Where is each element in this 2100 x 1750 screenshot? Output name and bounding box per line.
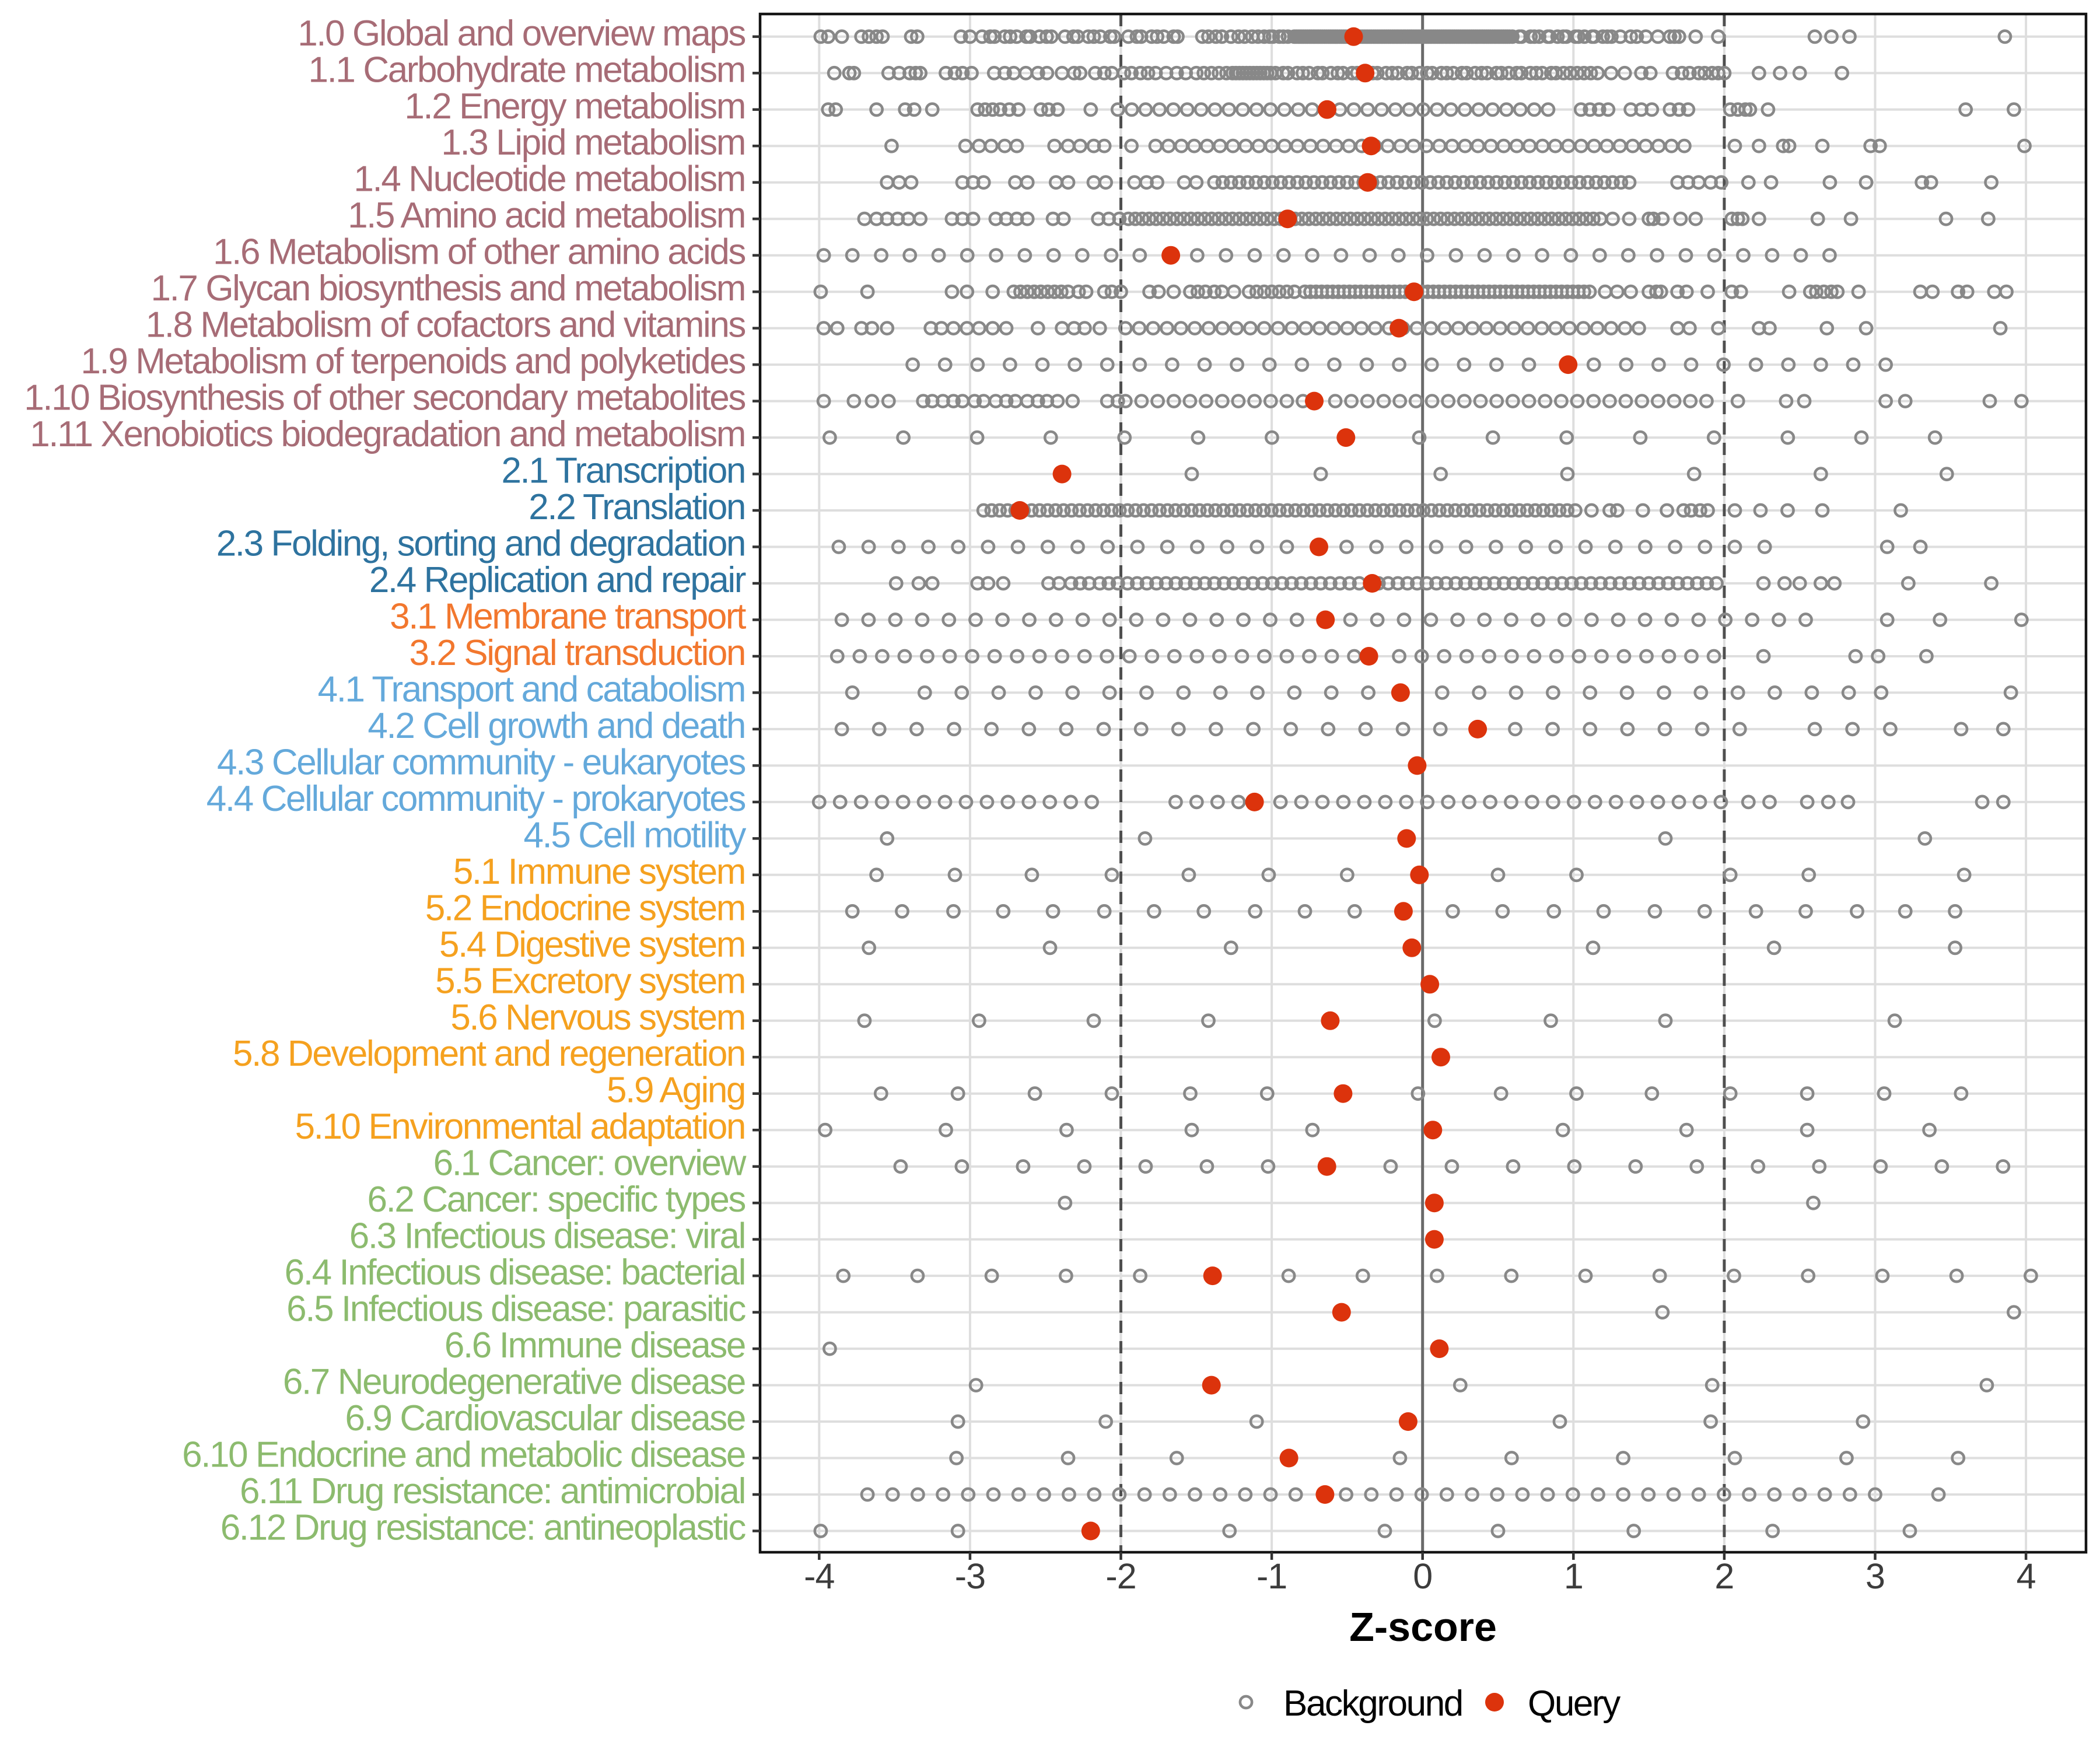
svg-text:Background: Background bbox=[1283, 1684, 1462, 1724]
svg-text:Query: Query bbox=[1528, 1684, 1620, 1724]
svg-text:1.0 Global and overview maps: 1.0 Global and overview maps bbox=[298, 13, 745, 54]
svg-text:1.2 Energy metabolism: 1.2 Energy metabolism bbox=[404, 86, 745, 127]
svg-text:Z-score: Z-score bbox=[1349, 1604, 1497, 1650]
svg-text:4.4 Cellular community - proka: 4.4 Cellular community - prokaryotes bbox=[206, 779, 746, 819]
svg-text:2.1 Transcription: 2.1 Transcription bbox=[501, 451, 745, 491]
svg-text:3: 3 bbox=[1866, 1556, 1885, 1596]
svg-text:6.4 Infectious disease: bacter: 6.4 Infectious disease: bacterial bbox=[285, 1252, 745, 1293]
svg-text:2.2 Translation: 2.2 Translation bbox=[528, 487, 745, 527]
svg-text:-3: -3 bbox=[955, 1556, 985, 1596]
svg-text:4.1 Transport and catabolism: 4.1 Transport and catabolism bbox=[318, 669, 745, 709]
svg-text:5.10 Environmental adaptation: 5.10 Environmental adaptation bbox=[295, 1107, 745, 1147]
svg-text:6.11 Drug resistance: antimicr: 6.11 Drug resistance: antimicrobial bbox=[240, 1471, 745, 1511]
svg-text:1.3 Lipid metabolism: 1.3 Lipid metabolism bbox=[441, 123, 745, 163]
svg-text:2.3 Folding, sorting and degra: 2.3 Folding, sorting and degradation bbox=[216, 524, 745, 564]
svg-text:5.5 Excretory system: 5.5 Excretory system bbox=[435, 961, 745, 1001]
svg-text:4.2 Cell growth and death: 4.2 Cell growth and death bbox=[368, 706, 745, 746]
svg-text:-1: -1 bbox=[1256, 1556, 1287, 1596]
svg-text:1.7 Glycan biosynthesis and me: 1.7 Glycan biosynthesis and metabolism bbox=[151, 268, 745, 309]
svg-text:6.9 Cardiovascular disease: 6.9 Cardiovascular disease bbox=[345, 1398, 745, 1438]
svg-text:6.2 Cancer: specific types: 6.2 Cancer: specific types bbox=[368, 1180, 746, 1220]
svg-text:1.9 Metabolism of terpenoids a: 1.9 Metabolism of terpenoids and polyket… bbox=[80, 341, 745, 382]
svg-text:6.6 Immune disease: 6.6 Immune disease bbox=[444, 1325, 745, 1366]
svg-text:0: 0 bbox=[1413, 1556, 1432, 1596]
svg-text:6.10 Endocrine and metabolic d: 6.10 Endocrine and metabolic disease bbox=[182, 1435, 745, 1475]
svg-text:3.1 Membrane transport: 3.1 Membrane transport bbox=[390, 597, 746, 637]
svg-text:-2: -2 bbox=[1105, 1556, 1136, 1596]
svg-text:3.2 Signal transduction: 3.2 Signal transduction bbox=[409, 633, 745, 673]
svg-text:2: 2 bbox=[1714, 1556, 1734, 1596]
svg-text:1.5 Amino acid metabolism: 1.5 Amino acid metabolism bbox=[348, 195, 745, 236]
svg-text:5.2 Endocrine system: 5.2 Endocrine system bbox=[425, 888, 745, 928]
svg-text:6.12 Drug resistance: antineop: 6.12 Drug resistance: antineoplastic bbox=[220, 1508, 746, 1548]
svg-text:6.7 Neurodegenerative disease: 6.7 Neurodegenerative disease bbox=[283, 1362, 745, 1402]
svg-text:2.4 Replication and repair: 2.4 Replication and repair bbox=[369, 560, 746, 600]
svg-text:6.5 Infectious disease: parasi: 6.5 Infectious disease: parasitic bbox=[286, 1289, 746, 1329]
svg-text:5.9 Aging: 5.9 Aging bbox=[607, 1070, 745, 1111]
svg-text:5.4 Digestive system: 5.4 Digestive system bbox=[439, 925, 745, 965]
svg-text:-4: -4 bbox=[804, 1556, 834, 1596]
svg-text:1.6 Metabolism of other amino: 1.6 Metabolism of other amino acids bbox=[213, 232, 745, 272]
svg-text:5.1 Immune system: 5.1 Immune system bbox=[453, 852, 745, 892]
svg-text:6.1 Cancer: overview: 6.1 Cancer: overview bbox=[433, 1143, 747, 1184]
svg-text:4.5 Cell motility: 4.5 Cell motility bbox=[523, 815, 746, 855]
svg-text:5.8 Development and regenerati: 5.8 Development and regeneration bbox=[233, 1034, 745, 1074]
svg-text:1.11 Xenobiotics biodegradatio: 1.11 Xenobiotics biodegradation and meta… bbox=[30, 414, 745, 454]
svg-text:4: 4 bbox=[2017, 1556, 2036, 1596]
svg-text:1.4 Nucleotide metabolism: 1.4 Nucleotide metabolism bbox=[354, 159, 745, 200]
svg-text:1.8 Metabolism of cofactors an: 1.8 Metabolism of cofactors and vitamins bbox=[146, 305, 746, 345]
svg-text:1.10 Biosynthesis of other sec: 1.10 Biosynthesis of other secondary met… bbox=[24, 378, 745, 418]
svg-text:1.1 Carbohydrate metabolism: 1.1 Carbohydrate metabolism bbox=[309, 50, 746, 90]
svg-text:6.3 Infectious disease: viral: 6.3 Infectious disease: viral bbox=[349, 1216, 745, 1256]
svg-text:5.6 Nervous system: 5.6 Nervous system bbox=[450, 998, 745, 1038]
svg-text:4.3 Cellular community - eukar: 4.3 Cellular community - eukaryotes bbox=[217, 742, 745, 782]
svg-text:1: 1 bbox=[1564, 1556, 1583, 1596]
